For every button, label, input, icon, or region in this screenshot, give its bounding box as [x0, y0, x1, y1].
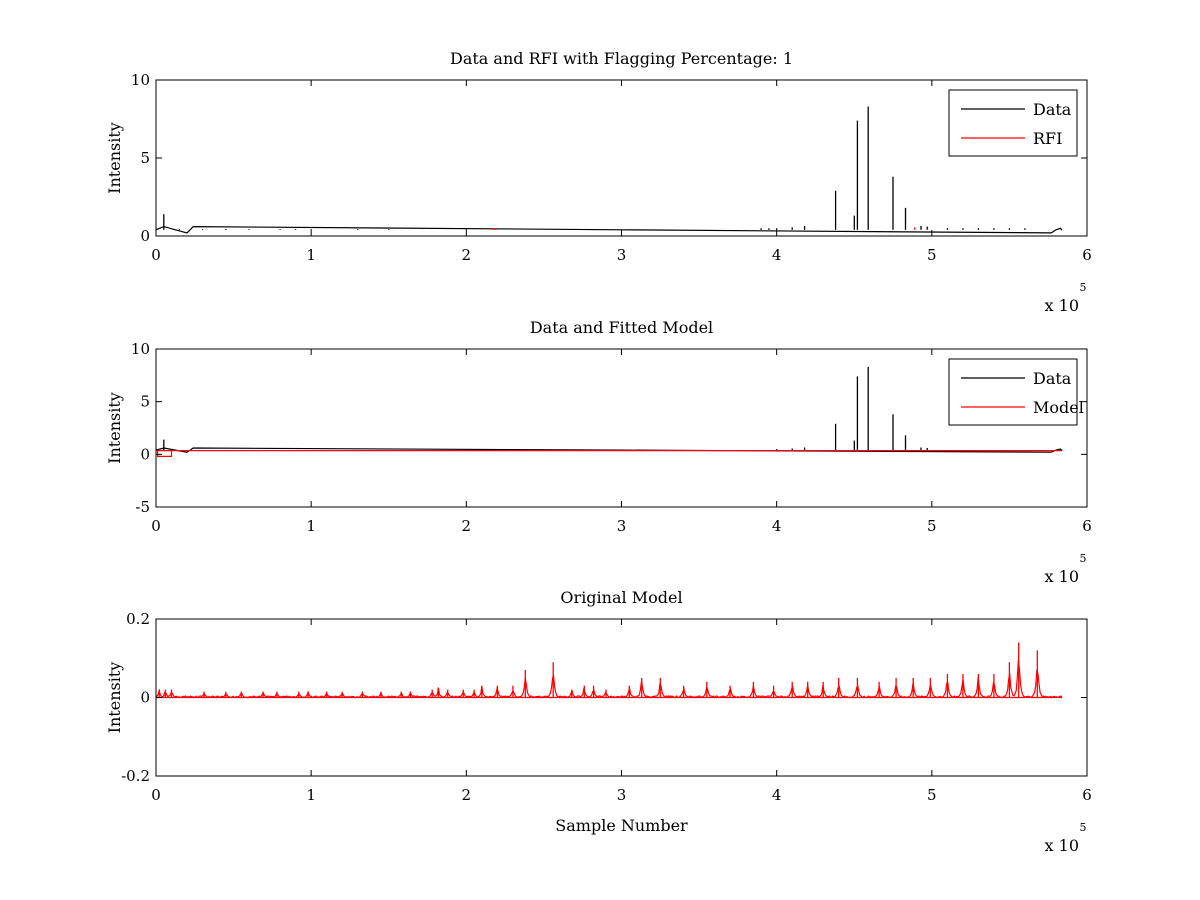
series-group — [156, 642, 1063, 699]
legend-label-rfi: RFI — [1033, 129, 1062, 148]
x-tick-label: 6 — [1082, 517, 1092, 535]
model-dip-segment — [157, 450, 173, 457]
y-tick-label: -5 — [135, 498, 150, 516]
x-tick-label: 5 — [927, 246, 937, 264]
y-tick-label: 5 — [140, 149, 150, 167]
x-tick-label: 1 — [306, 246, 316, 264]
chart-title: Data and Fitted Model — [530, 318, 713, 337]
legend-label-data: Data — [1033, 369, 1072, 388]
y-tick-label: 0 — [140, 689, 150, 707]
chart-title: Data and RFI with Flagging Percentage: 1 — [450, 49, 793, 68]
y-tick-label: 5 — [140, 393, 150, 411]
legend-box — [948, 89, 1078, 157]
chart-panel-3: Original Model Intensity Sample Number 0 1 2 3… — [105, 588, 1092, 855]
legend-label-data: Data — [1033, 100, 1072, 119]
series-group — [156, 366, 1063, 457]
x-exponent-power: 5 — [1080, 281, 1087, 294]
y-tick-label: 10 — [131, 340, 150, 358]
x-tick-label: 4 — [772, 786, 782, 804]
series-group — [156, 106, 1063, 234]
legend-box — [948, 358, 1078, 426]
x-tick-label: 2 — [462, 246, 472, 264]
y-tick-label: -0.2 — [121, 767, 150, 785]
data-baseline-line — [156, 225, 1063, 234]
x-tick-label: 6 — [1082, 786, 1092, 804]
x-tick-label: 3 — [617, 786, 627, 804]
chart-title: Original Model — [560, 588, 682, 607]
y-tick-label: 0.2 — [126, 610, 150, 628]
x-tick-label: 0 — [151, 786, 161, 804]
y-axis-label: Intensity — [105, 392, 124, 464]
x-exponent-base: x 10 — [1045, 296, 1079, 315]
panels: Data and RFI with Flagging Percentage: 1… — [105, 49, 1092, 855]
x-axis-label: Sample Number — [555, 816, 688, 835]
x-exponent-power: 5 — [1080, 821, 1087, 834]
legend: Data RFI — [948, 89, 1078, 157]
x-tick-label: 0 — [151, 246, 161, 264]
x-exponent-power: 5 — [1080, 552, 1087, 565]
x-tick-label: 6 — [1082, 246, 1092, 264]
x-tick-label: 5 — [927, 517, 937, 535]
model-trace-line — [156, 659, 1063, 699]
x-tick-label: 4 — [772, 517, 782, 535]
y-tick-label: 10 — [131, 71, 150, 89]
x-tick-label: 3 — [617, 517, 627, 535]
x-tick-label: 1 — [306, 786, 316, 804]
x-tick-label: 3 — [617, 246, 627, 264]
y-tick-label: 0 — [140, 227, 150, 245]
x-tick-label: 1 — [306, 517, 316, 535]
x-exponent-base: x 10 — [1045, 836, 1079, 855]
x-tick-label: 2 — [462, 517, 472, 535]
legend-label-model: Model — [1033, 398, 1084, 417]
y-axis-label: Intensity — [105, 122, 124, 194]
legend: Data Model — [948, 358, 1084, 426]
x-tick-label: 2 — [462, 786, 472, 804]
data-baseline-line — [156, 447, 1063, 453]
x-exponent-base: x 10 — [1045, 567, 1079, 586]
x-tick-label: 4 — [772, 246, 782, 264]
x-tick-label: 0 — [151, 517, 161, 535]
y-tick-label: 0 — [140, 445, 150, 463]
y-axis-label: Intensity — [105, 662, 124, 734]
x-tick-label: 5 — [927, 786, 937, 804]
chart-panel-1: Data and RFI with Flagging Percentage: 1… — [105, 49, 1092, 315]
